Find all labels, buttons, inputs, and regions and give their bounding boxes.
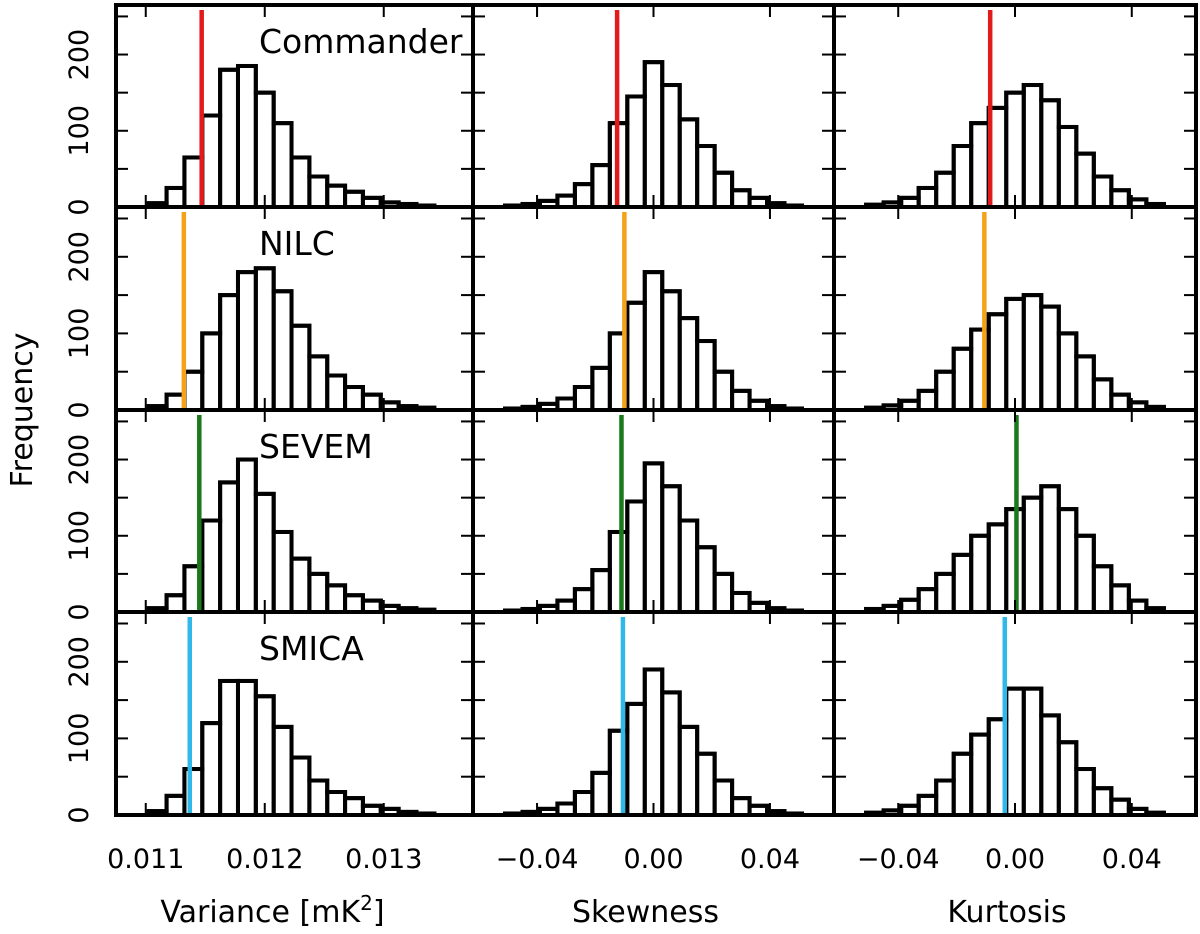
y-tick-label: 200 xyxy=(64,434,95,486)
histogram-outline xyxy=(503,270,804,411)
y-tick-label: 0 xyxy=(64,806,95,823)
x-tick-label: −0.04 xyxy=(496,844,579,875)
panel-label-smica: SMICA xyxy=(259,629,364,668)
x-tick-label: 0.04 xyxy=(1102,844,1162,875)
histogram-outline xyxy=(503,461,804,613)
panel-nilc-kurtosis xyxy=(832,205,1198,413)
y-tick-label: 100 xyxy=(64,308,95,360)
x-axis-title-superscript: 2 xyxy=(360,891,373,915)
y-tick-label: 0 xyxy=(64,401,95,418)
panel-smica-skewness xyxy=(471,610,836,818)
y-tick-label: 0 xyxy=(64,603,95,620)
x-axis-title-skewness: Skewness xyxy=(572,895,719,930)
plot-area: 0 100 200 Commander 0 100 200 NILC 0 100 200 SEVEM 0… xyxy=(64,3,1198,930)
y-tick-label: 100 xyxy=(64,713,95,765)
panel-nilc-skewness xyxy=(471,205,836,413)
x-axis-title-kurtosis: Kurtosis xyxy=(947,895,1066,930)
x-axis-title-text-end: ] xyxy=(373,895,385,930)
x-tick-label: 0.011 xyxy=(107,844,184,875)
panel-frame xyxy=(832,610,1198,817)
panel-sevem-skewness xyxy=(471,408,836,615)
x-tick-label: −0.04 xyxy=(857,844,940,875)
x-axis-title-variance: Variance [mK2] xyxy=(160,891,384,930)
panel-smica-variance xyxy=(114,610,475,818)
y-tick-label: 100 xyxy=(64,510,95,562)
y-tick-label: 100 xyxy=(64,105,95,157)
x-axis-title-text: Skewness xyxy=(572,895,719,930)
x-tick-label: 0.00 xyxy=(985,844,1045,875)
panel-label-commander: Commander xyxy=(259,22,463,61)
x-axis-title-text: Kurtosis xyxy=(947,895,1066,930)
panel-label-nilc: NILC xyxy=(259,224,335,263)
panel-commander-skewness xyxy=(471,3,836,210)
y-axis-title: Frequency xyxy=(5,333,40,488)
x-axis-title-text: Variance [mK xyxy=(160,895,361,930)
x-tick-label: 0.013 xyxy=(345,844,422,875)
x-tick-label: 0.04 xyxy=(740,844,800,875)
histogram-outline xyxy=(503,667,804,816)
panel-sevem-kurtosis xyxy=(832,408,1198,615)
panel-label-sevem: SEVEM xyxy=(259,427,373,466)
y-tick-label: 200 xyxy=(64,636,95,688)
x-tick-label: 0.00 xyxy=(623,844,683,875)
y-tick-label: 0 xyxy=(64,198,95,215)
y-tick-label: 200 xyxy=(64,231,95,283)
x-tick-label: 0.012 xyxy=(226,844,303,875)
panel-smica-kurtosis xyxy=(832,610,1198,818)
panel-nilc-variance xyxy=(114,205,475,413)
histogram-outline xyxy=(503,60,804,208)
panel-commander-kurtosis xyxy=(832,3,1198,210)
histogram-outline xyxy=(864,686,1166,815)
y-tick-label: 200 xyxy=(64,29,95,81)
